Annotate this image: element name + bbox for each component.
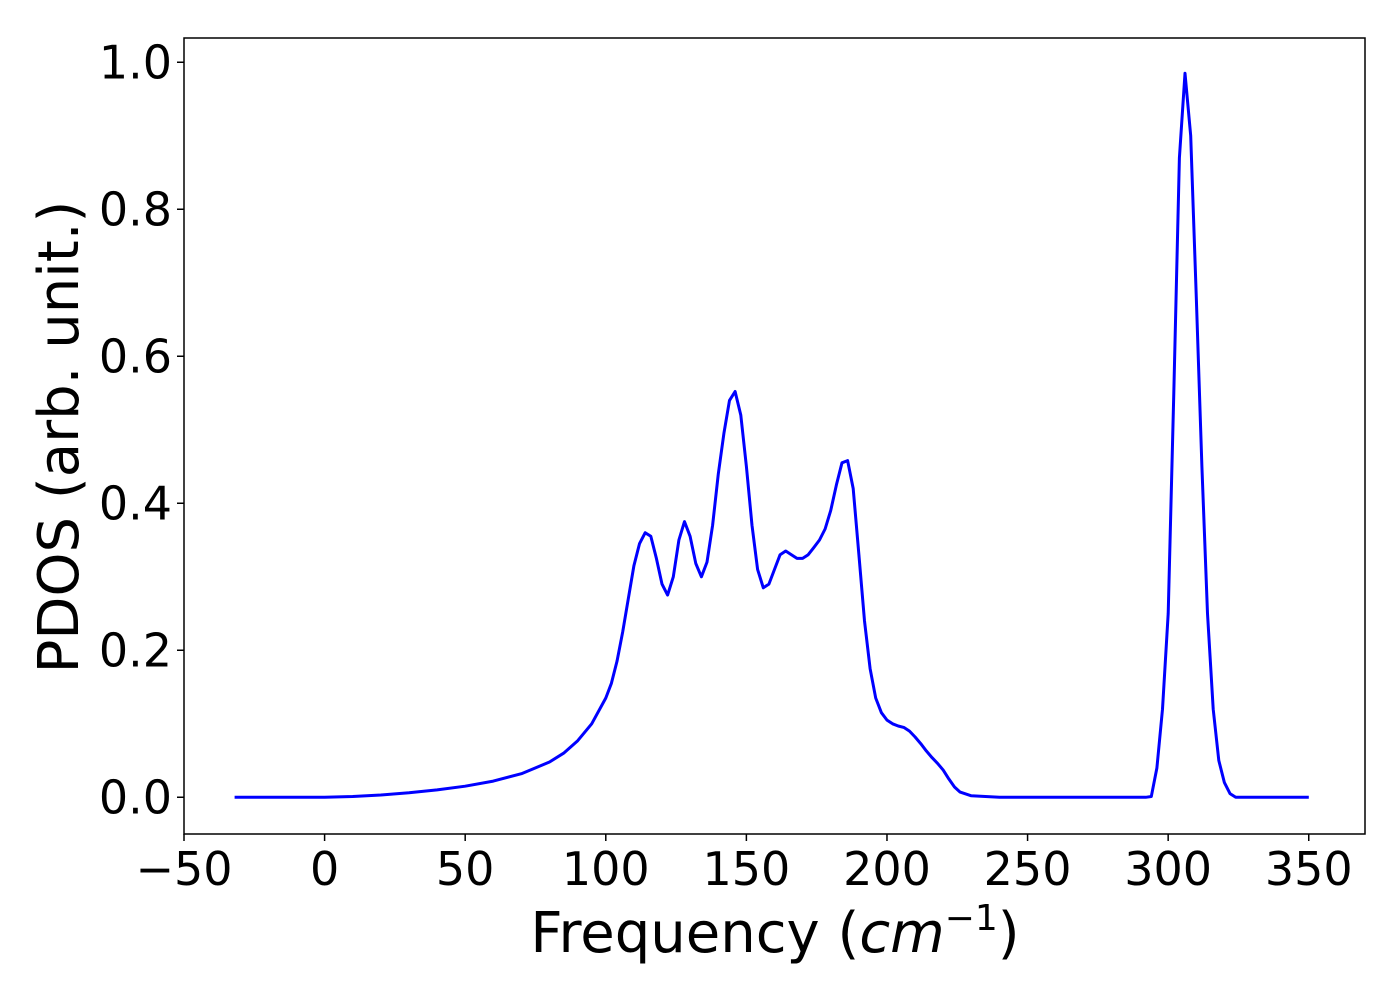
y-tick-label: 0.4 [99,476,172,530]
y-tick-label: 0.0 [99,770,172,824]
x-tick-label: 350 [1265,842,1353,896]
plot-area: −50 0 50 100 150 200 250 300 350 0.0 0.2 0.4 0.6 0.8… [99,35,1366,896]
y-axis-ticks: 0.0 0.2 0.4 0.6 0.8 1.0 [99,35,184,824]
x-tick-label: 0 [310,842,339,896]
x-tick-label: 150 [702,842,790,896]
y-tick-label: 0.2 [99,623,172,677]
x-axis-label: Frequency (cm−1) [530,898,1019,966]
x-tick-label: 300 [1124,842,1212,896]
y-axis-label: PDOS (arb. unit.) [27,201,92,674]
y-tick-label: 1.0 [99,35,172,89]
x-tick-label: −50 [135,842,232,896]
plot-frame [183,37,1366,835]
x-tick-label: 100 [562,842,650,896]
y-tick-label: 0.6 [99,329,172,383]
x-tick-label: 200 [843,842,931,896]
pdos-series-line [234,71,1309,799]
x-tick-label: 50 [436,842,495,896]
y-tick-label: 0.8 [99,182,172,236]
x-axis-ticks: −50 0 50 100 150 200 250 300 350 [135,834,1353,896]
x-tick-label: 250 [984,842,1072,896]
